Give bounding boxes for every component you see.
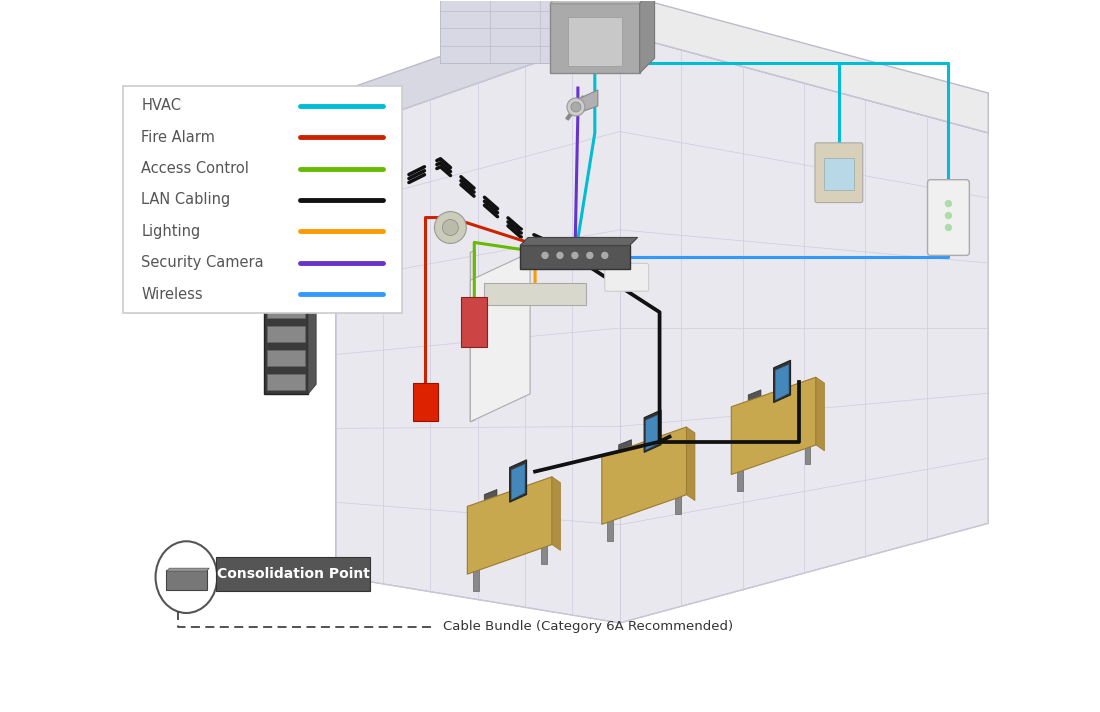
- Polygon shape: [550, 4, 639, 73]
- FancyBboxPatch shape: [217, 557, 370, 591]
- Polygon shape: [576, 90, 597, 114]
- Polygon shape: [267, 302, 305, 318]
- Text: Lighting: Lighting: [141, 224, 200, 239]
- Text: Cable Bundle (Category 6A Recommended): Cable Bundle (Category 6A Recommended): [443, 620, 734, 634]
- Polygon shape: [686, 427, 695, 501]
- Circle shape: [946, 224, 952, 231]
- Circle shape: [566, 98, 585, 116]
- Text: LAN Cabling: LAN Cabling: [141, 192, 231, 207]
- Circle shape: [557, 253, 563, 258]
- Polygon shape: [471, 251, 475, 422]
- Text: Access Control: Access Control: [141, 161, 250, 176]
- Circle shape: [572, 253, 578, 258]
- Polygon shape: [618, 440, 631, 482]
- Polygon shape: [267, 278, 305, 294]
- Polygon shape: [619, 0, 988, 133]
- Circle shape: [602, 253, 608, 258]
- Circle shape: [946, 201, 952, 206]
- Polygon shape: [540, 538, 547, 564]
- FancyBboxPatch shape: [461, 297, 487, 347]
- Polygon shape: [602, 427, 686, 524]
- Text: Wireless: Wireless: [141, 287, 202, 302]
- Polygon shape: [308, 240, 316, 394]
- Polygon shape: [675, 488, 681, 514]
- Polygon shape: [776, 365, 789, 400]
- Text: Security Camera: Security Camera: [141, 256, 264, 271]
- Polygon shape: [552, 477, 561, 550]
- Polygon shape: [336, 0, 619, 133]
- Polygon shape: [509, 460, 527, 502]
- Polygon shape: [645, 410, 661, 452]
- Polygon shape: [816, 377, 824, 451]
- Polygon shape: [773, 360, 791, 402]
- Polygon shape: [639, 0, 654, 73]
- Text: HVAC: HVAC: [141, 98, 182, 113]
- Polygon shape: [512, 464, 525, 500]
- Polygon shape: [267, 375, 305, 390]
- FancyBboxPatch shape: [605, 263, 649, 291]
- FancyBboxPatch shape: [927, 179, 969, 256]
- Polygon shape: [520, 238, 638, 246]
- FancyBboxPatch shape: [815, 143, 862, 203]
- Circle shape: [946, 213, 952, 219]
- Polygon shape: [468, 477, 552, 574]
- Polygon shape: [646, 414, 659, 450]
- FancyBboxPatch shape: [484, 283, 586, 305]
- Polygon shape: [804, 439, 811, 464]
- Polygon shape: [568, 17, 622, 66]
- Polygon shape: [520, 246, 629, 269]
- Circle shape: [434, 211, 466, 244]
- Polygon shape: [737, 466, 742, 491]
- Circle shape: [542, 253, 548, 258]
- FancyBboxPatch shape: [165, 570, 207, 590]
- FancyBboxPatch shape: [123, 86, 403, 313]
- FancyBboxPatch shape: [412, 383, 439, 421]
- Polygon shape: [550, 0, 654, 4]
- Polygon shape: [471, 253, 530, 422]
- Polygon shape: [267, 350, 305, 366]
- Polygon shape: [732, 377, 816, 474]
- Text: Fire Alarm: Fire Alarm: [141, 130, 216, 145]
- Polygon shape: [166, 568, 209, 571]
- Circle shape: [571, 102, 581, 112]
- Polygon shape: [264, 250, 308, 394]
- Circle shape: [587, 253, 593, 258]
- Polygon shape: [484, 489, 497, 532]
- Polygon shape: [267, 326, 305, 342]
- Polygon shape: [267, 254, 305, 270]
- Text: Consolidation Point: Consolidation Point: [217, 567, 370, 581]
- Polygon shape: [607, 516, 614, 541]
- Polygon shape: [336, 33, 988, 623]
- FancyBboxPatch shape: [824, 158, 854, 189]
- Ellipse shape: [155, 541, 218, 613]
- Circle shape: [442, 219, 459, 236]
- Polygon shape: [473, 565, 478, 591]
- Polygon shape: [748, 390, 761, 432]
- Polygon shape: [440, 0, 639, 63]
